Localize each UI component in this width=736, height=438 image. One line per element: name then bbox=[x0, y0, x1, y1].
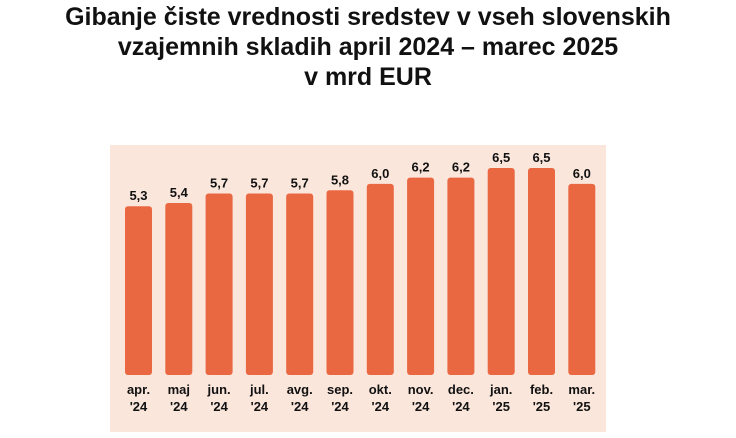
x-tick-label-10-month: feb. bbox=[530, 382, 553, 397]
x-tick-label-11-year: '25 bbox=[573, 399, 591, 414]
x-tick-label-3-month: jul. bbox=[249, 382, 269, 397]
bar-8 bbox=[447, 177, 475, 375]
x-tick-label-7-year: '24 bbox=[412, 399, 430, 414]
bar-2 bbox=[205, 193, 233, 375]
chart-title-line-1: Gibanje čiste vrednosti sredstev v vseh … bbox=[65, 3, 671, 31]
plot-area bbox=[110, 145, 606, 432]
x-tick-label-1-year: '24 bbox=[170, 399, 188, 414]
data-label-0: 5,3 bbox=[129, 188, 147, 203]
bar-11 bbox=[568, 183, 596, 375]
data-label-6: 6,0 bbox=[371, 166, 389, 181]
data-label-2: 5,7 bbox=[210, 176, 228, 191]
x-tick-label-2-month: jun. bbox=[207, 382, 231, 397]
x-tick-label-1-month: maj bbox=[168, 382, 190, 397]
x-tick-label-8-year: '24 bbox=[452, 399, 470, 414]
x-tick-label-7-month: nov. bbox=[408, 382, 434, 397]
x-tick-label-0-year: '24 bbox=[130, 399, 148, 414]
data-label-3: 5,7 bbox=[250, 176, 268, 191]
x-tick-label-4-year: '24 bbox=[291, 399, 309, 414]
data-label-9: 6,5 bbox=[492, 150, 510, 165]
x-tick-label-0-month: apr. bbox=[127, 382, 150, 397]
bar-1 bbox=[165, 203, 193, 375]
data-label-5: 5,8 bbox=[331, 172, 349, 187]
x-tick-label-4-month: avg. bbox=[287, 382, 313, 397]
bar-9 bbox=[487, 168, 515, 375]
x-tick-label-5-month: sep. bbox=[327, 382, 353, 397]
data-label-8: 6,2 bbox=[452, 160, 470, 175]
bar-10 bbox=[528, 168, 555, 375]
x-tick-label-3-year: '24 bbox=[251, 399, 269, 414]
chart-title: Gibanje čiste vrednosti sredstev v vseh … bbox=[0, 2, 736, 92]
bar-4 bbox=[286, 193, 314, 375]
data-label-7: 6,2 bbox=[412, 160, 430, 175]
chart-title-line-2: vzajemnih skladih april 2024 – marec 202… bbox=[117, 33, 619, 61]
bar-5 bbox=[326, 190, 354, 375]
x-tick-label-9-year: '25 bbox=[492, 399, 510, 414]
bar-0 bbox=[125, 206, 152, 375]
x-tick-label-6-year: '24 bbox=[372, 399, 390, 414]
x-tick-label-8-month: dec. bbox=[448, 382, 474, 397]
data-label-11: 6,0 bbox=[573, 166, 591, 181]
x-tick-label-11-month: mar. bbox=[568, 382, 595, 397]
x-tick-label-9-month: jan. bbox=[489, 382, 512, 397]
data-label-4: 5,7 bbox=[291, 176, 309, 191]
x-tick-label-10-year: '25 bbox=[533, 399, 551, 414]
data-label-1: 5,4 bbox=[170, 185, 189, 200]
x-tick-label-2-year: '24 bbox=[210, 399, 228, 414]
data-label-10: 6,5 bbox=[532, 150, 550, 165]
bar-7 bbox=[407, 177, 435, 375]
chart-title-line-3: v mrd EUR bbox=[304, 63, 432, 91]
bar-3 bbox=[245, 193, 273, 375]
x-tick-label-6-month: okt. bbox=[369, 382, 392, 397]
bar-6 bbox=[366, 183, 394, 375]
x-tick-label-5-year: '24 bbox=[331, 399, 349, 414]
